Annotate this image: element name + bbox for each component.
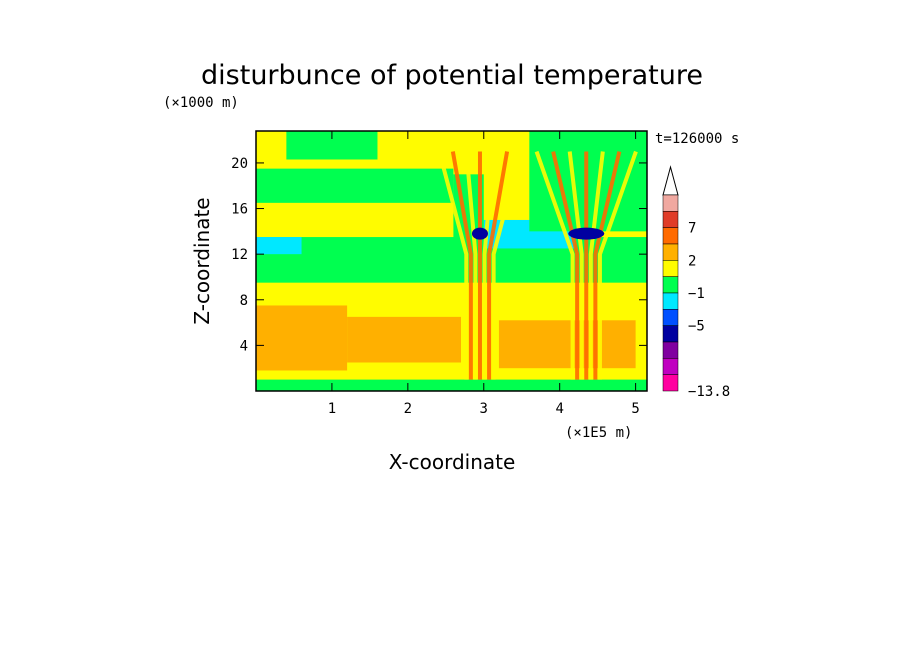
colorbar-extend-arrow bbox=[662, 165, 679, 196]
field-band-1 bbox=[256, 237, 647, 283]
x-axis-label: X-coordinate bbox=[389, 450, 516, 474]
colorbar-label-4: −13.8 bbox=[688, 384, 730, 400]
plot-frame bbox=[255, 130, 648, 392]
wave-stripe-0-2 bbox=[464, 151, 478, 380]
plot-area bbox=[256, 131, 647, 391]
chart-title: disturbunce of potential temperature bbox=[201, 60, 703, 91]
x-tick-label-5: 5 bbox=[631, 401, 639, 417]
colorbar-label-3: −5 bbox=[688, 319, 705, 335]
y-unit-label: (×1000 m) bbox=[163, 95, 239, 111]
colorbar-swatch-3 bbox=[662, 243, 679, 261]
colorbar-label-1: 2 bbox=[688, 253, 696, 269]
x-tick-label-2: 2 bbox=[404, 401, 412, 417]
y-tick-label-16: 16 bbox=[231, 202, 248, 218]
wave-stripe-1-1 bbox=[551, 151, 580, 380]
colorbar-swatch-9 bbox=[662, 341, 679, 359]
wave-stripe-0-4 bbox=[482, 151, 496, 380]
colorbar: 7 2 −1 −5 −13.8 bbox=[662, 165, 730, 400]
colorbar-swatch-11 bbox=[662, 374, 679, 392]
x-tick-label-4: 4 bbox=[555, 401, 563, 417]
wave-stripe-0-6 bbox=[491, 151, 523, 380]
wave-stripe-1-4 bbox=[588, 151, 605, 380]
y-tick-label-12: 12 bbox=[231, 247, 248, 263]
colorbar-swatch-0 bbox=[662, 194, 679, 212]
wave-minimum-1 bbox=[568, 227, 605, 240]
wave-stripe-1-0 bbox=[534, 150, 575, 380]
y-axis: 4 8 12 16 20 bbox=[231, 156, 647, 354]
wave-stripe-0-5 bbox=[487, 151, 510, 380]
colorbar-swatch-5 bbox=[662, 276, 679, 294]
wave-stripe-1-2 bbox=[567, 151, 584, 380]
wave-stripe-1-5 bbox=[593, 151, 622, 380]
wave-stripe-0-1 bbox=[450, 151, 473, 380]
wave-stripe-0-0 bbox=[437, 151, 469, 380]
colorbar-swatch-7 bbox=[662, 309, 679, 326]
colorbar-label-2: −1 bbox=[688, 286, 705, 302]
colorbar-swatch-1 bbox=[662, 211, 679, 228]
x-axis: 1 2 3 4 5 bbox=[328, 131, 640, 417]
wave-minimum-0 bbox=[471, 227, 488, 240]
y-tick-label-20: 20 bbox=[231, 156, 248, 172]
colorbar-swatch-6 bbox=[662, 292, 679, 310]
y-tick-label-4: 4 bbox=[240, 338, 248, 354]
colorbar-swatch-4 bbox=[662, 260, 679, 277]
colorbar-swatch-8 bbox=[662, 325, 679, 343]
field-band-5 bbox=[347, 316, 461, 363]
time-label: t=126000 s bbox=[655, 131, 739, 147]
field-band-4 bbox=[256, 305, 348, 371]
y-tick-label-8: 8 bbox=[240, 293, 248, 309]
field-band-2 bbox=[256, 168, 454, 203]
field-band-0 bbox=[256, 379, 647, 391]
y-axis-label: Z-coordinate bbox=[190, 197, 214, 324]
x-tick-label-3: 3 bbox=[480, 401, 488, 417]
colorbar-label-0: 7 bbox=[688, 221, 696, 237]
field-band-8 bbox=[256, 237, 302, 255]
colorbar-swatch-10 bbox=[662, 358, 679, 375]
field-band-6 bbox=[498, 320, 636, 369]
x-unit-label: (×1E5 m) bbox=[565, 425, 632, 441]
colorbar-swatch-2 bbox=[662, 227, 679, 245]
x-tick-label-1: 1 bbox=[328, 401, 336, 417]
wave-stripe-1-6 bbox=[597, 150, 638, 380]
